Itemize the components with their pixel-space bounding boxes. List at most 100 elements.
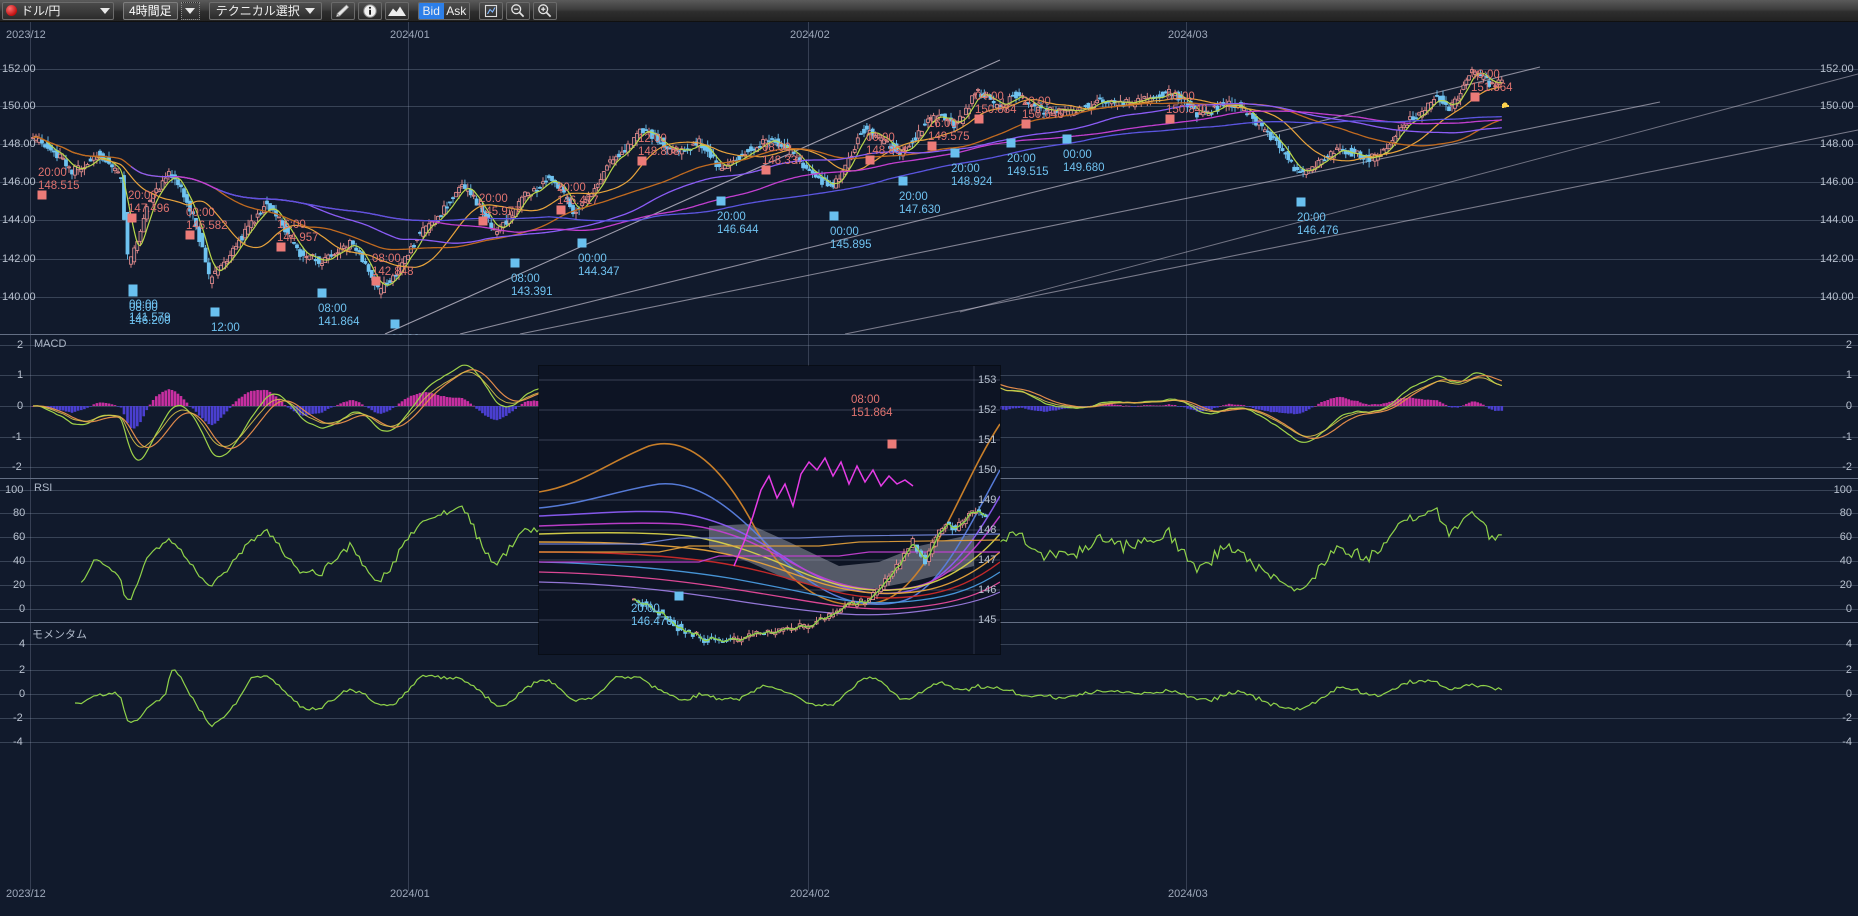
momentum-panel[interactable]: モメンタム 4 2 0 -2 -4 4 2 0 -2 -4 2023/12 20…	[0, 623, 1858, 900]
ask-toggle[interactable]: Ask	[443, 2, 469, 19]
vertical-gridline	[1186, 479, 1187, 622]
timeframe-dropdown-button[interactable]	[180, 1, 200, 20]
swing-high-label: 20:00 146.417	[557, 182, 599, 207]
swing-label-price: 147.630	[899, 203, 941, 216]
axis-tick-right: 152.00	[1820, 63, 1854, 75]
swing-high-marker	[276, 242, 286, 252]
mountain-chart-icon	[387, 6, 406, 16]
overlay-swing-low-label: 20:00 146.476	[631, 603, 673, 628]
overlay-axis-tick: 153	[978, 374, 997, 386]
swing-low-marker	[210, 307, 220, 317]
zoom-out-button[interactable]	[505, 1, 530, 20]
swing-label-price: 146.200	[129, 314, 171, 327]
swing-label-time: 04:00	[975, 91, 1004, 103]
axis-tick-right: 100	[1833, 484, 1852, 496]
axis-tick-right: -1	[1842, 431, 1852, 443]
swing-label-price: 144.957	[277, 231, 319, 244]
macd-title: MACD	[34, 338, 67, 350]
swing-high-label: 04:00 150.884	[975, 91, 1017, 116]
swing-low-label: 00:00 141.579	[129, 299, 171, 324]
swing-low-label: 08:00 146.200	[129, 302, 171, 327]
swing-label-time: 08:00	[511, 273, 540, 285]
gridline	[0, 297, 1858, 298]
swing-label-price: 147.496	[128, 202, 170, 215]
swing-label-price: 145.895	[830, 238, 872, 251]
bid-toggle[interactable]: Bid	[418, 2, 444, 19]
axis-tick-left: 20	[13, 579, 26, 591]
compare-chart-icon	[484, 4, 497, 17]
info-button[interactable]	[357, 1, 382, 20]
swing-low-label: 08:00 143.391	[511, 273, 553, 298]
timeframe-display[interactable]: 4時間足	[123, 1, 178, 20]
swing-high-label: 00:00 148.894	[866, 132, 908, 157]
gridline	[0, 345, 1858, 346]
axis-tick-right: -2	[1842, 461, 1852, 473]
price-chart-panel[interactable]: 2023/12 2024/01 2024/02 2024/03 152.00 1…	[0, 22, 1858, 359]
swing-low-marker	[829, 211, 839, 221]
date-label-top-2: 2024/01	[390, 29, 430, 41]
overlay-label-layer: 08:00 151.864 20:00 146.476	[539, 366, 1000, 654]
pencil-tool-button[interactable]	[330, 1, 355, 20]
area-chart-button[interactable]	[384, 1, 409, 20]
axis-tick-left: 140.00	[2, 291, 36, 303]
swing-label-time: 12:00	[638, 133, 667, 145]
price-axis-right: 152.00 150.00 148.00 146.00 144.00 142.0…	[1818, 22, 1858, 334]
swing-low-label: 20:00 146.476	[1297, 212, 1339, 237]
swing-low-marker	[390, 319, 400, 329]
swing-high-marker	[185, 230, 195, 240]
swing-high-label: 12:00 148.808	[638, 133, 680, 158]
rsi-title: RSI	[34, 482, 53, 494]
overlay-swing-low-marker	[674, 591, 684, 601]
swing-label-price: 148.924	[951, 175, 993, 188]
axis-tick-left: 146.00	[2, 176, 36, 188]
price-axis-left: 152.00 150.00 148.00 146.00 144.00 142.0…	[0, 22, 40, 334]
swing-high-marker	[556, 205, 566, 215]
date-label-bottom-3: 2024/02	[790, 888, 830, 900]
swing-high-marker	[974, 114, 984, 124]
symbol-selector[interactable]: ドル/円	[2, 1, 114, 20]
axis-tick-left: 80	[13, 507, 26, 519]
axis-tick-left: 0	[19, 603, 26, 615]
overlay-axis-tick: 145	[978, 614, 997, 626]
swing-high-label: 08:00 148.337	[762, 142, 804, 167]
axis-tick-left: 2	[19, 664, 26, 676]
swing-label-time: 20:00	[557, 182, 586, 194]
axis-tick-right: 60	[1839, 531, 1852, 543]
vertical-gridline	[30, 335, 31, 478]
axis-tick-left: 152.00	[2, 63, 36, 75]
swing-low-label: 20:00 146.644	[717, 211, 759, 236]
pencil-icon	[336, 4, 350, 17]
swing-label-price: 148.515	[38, 179, 80, 192]
record-dot-icon	[6, 5, 17, 16]
overlay-axis-tick: 146	[978, 584, 997, 596]
swing-high-marker	[1165, 114, 1175, 124]
swing-label-time: 20:00	[899, 191, 928, 203]
gridline	[0, 742, 1858, 743]
swing-label-price: 150.884	[975, 103, 1017, 116]
swing-high-label: 16:00 144.957	[277, 219, 319, 244]
overlay-axis-tick: 152	[978, 404, 997, 416]
swing-low-marker	[1062, 134, 1072, 144]
swing-label-time: 20:00	[1022, 96, 1051, 108]
technical-indicator-selector[interactable]: テクニカル選択	[208, 1, 322, 20]
overlay-swing-time: 20:00	[631, 603, 660, 615]
swing-label-price: 143.391	[511, 285, 553, 298]
swing-label-time: 20:00	[479, 193, 508, 205]
compare-chart-button[interactable]	[478, 1, 503, 20]
swing-high-marker	[865, 155, 875, 165]
swing-label-time: 20:00	[717, 211, 746, 223]
gridline	[0, 220, 1858, 221]
gridline	[0, 182, 1858, 183]
swing-low-label: 08:00 141.864	[318, 303, 360, 328]
swing-high-marker	[371, 276, 381, 286]
zoom-out-icon	[511, 4, 525, 18]
axis-tick-left: 148.00	[2, 138, 36, 150]
zoom-in-button[interactable]	[532, 1, 557, 20]
vertical-gridline	[1186, 623, 1187, 891]
overlay-axis-tick: 148	[978, 524, 997, 536]
bid-ask-toggle[interactable]: Bid Ask	[417, 1, 470, 20]
swing-label-layer: 20:00 148.515 08:00 146.200 20:00 147.496 00:0…	[0, 22, 1858, 359]
swing-high-marker	[37, 190, 47, 200]
swing-label-time: 20:00	[38, 167, 67, 179]
overlay-chart-window[interactable]: 153 152 151 150 149 148 147 146 145 08:00 151.864…	[539, 366, 1000, 654]
